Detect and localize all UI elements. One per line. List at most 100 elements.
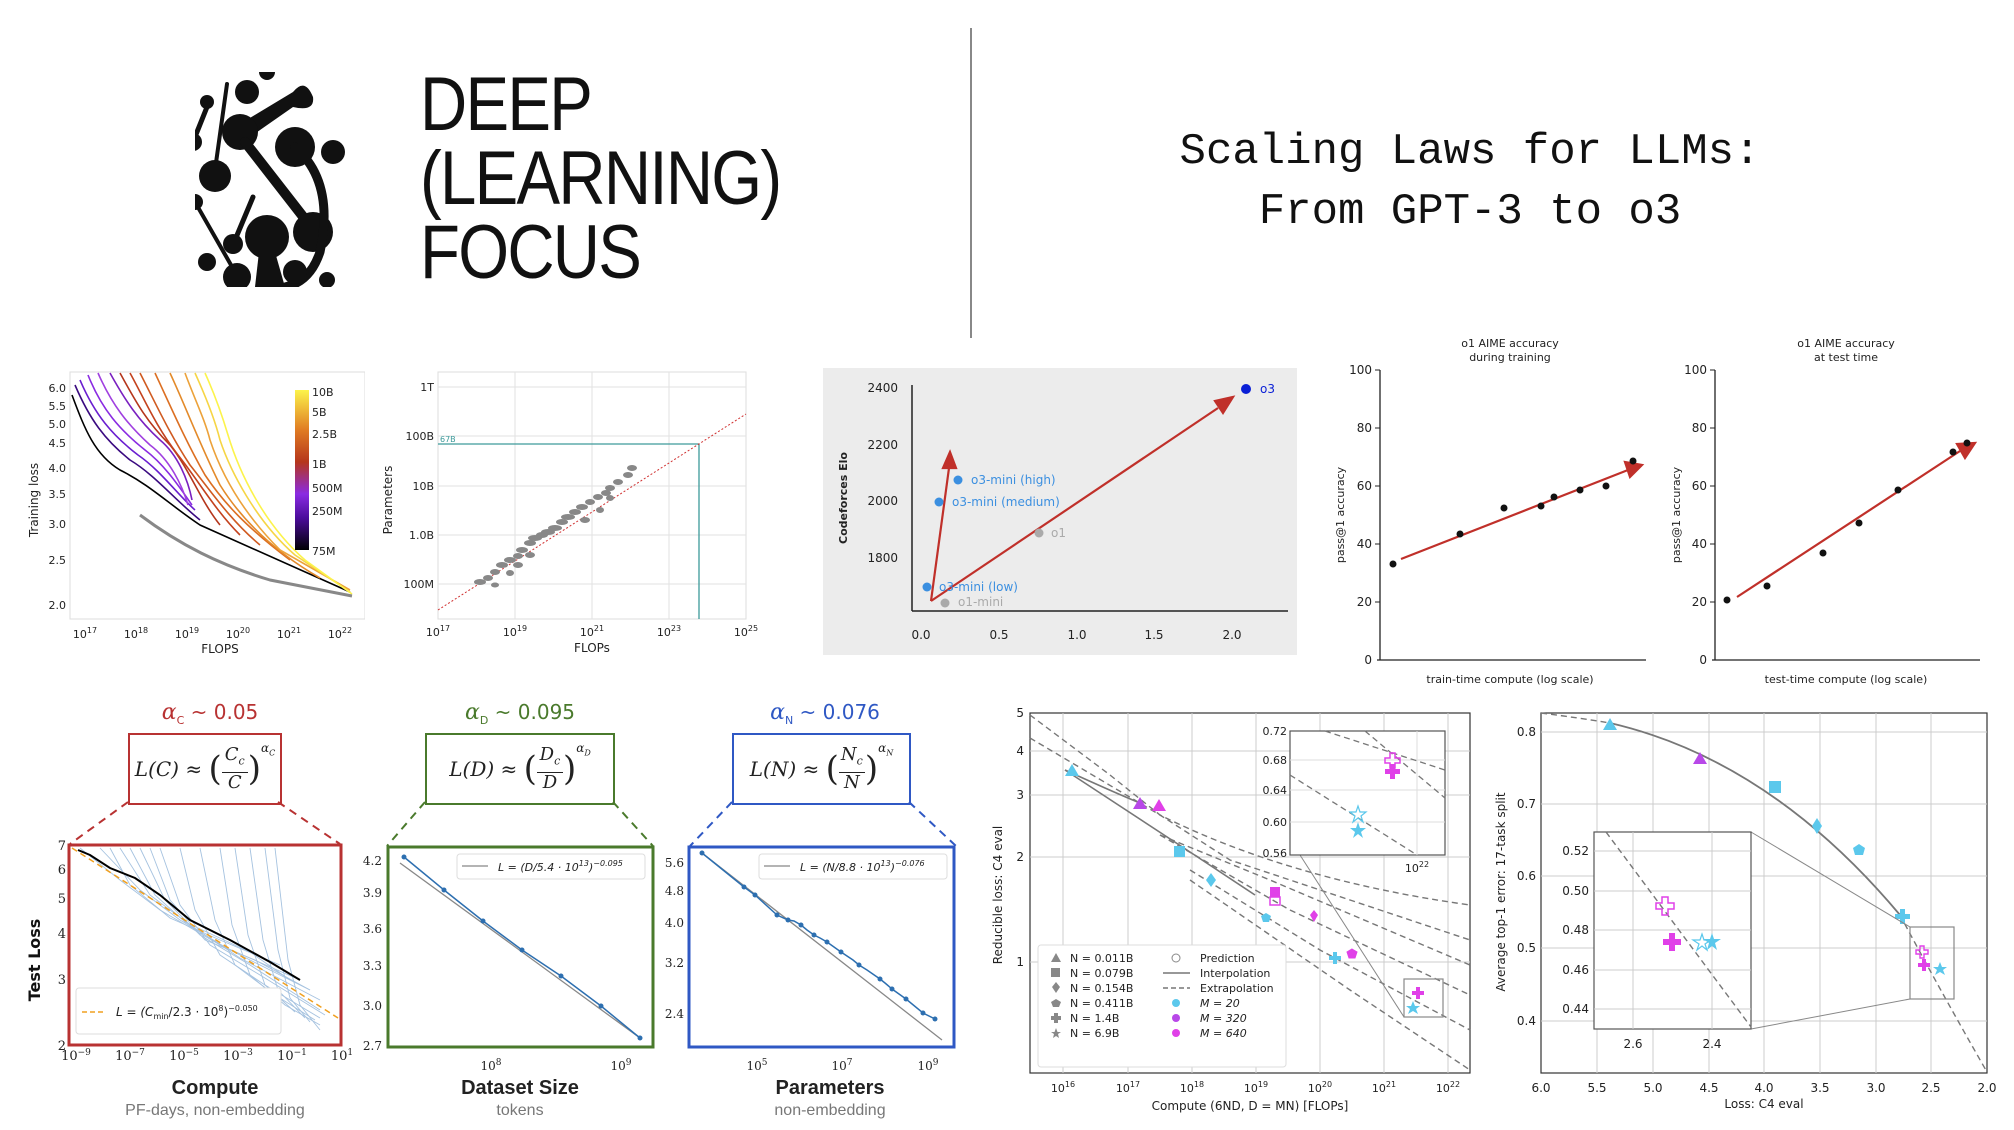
caption-params: Parameters [775, 1077, 885, 1099]
svg-text:105: 105 [746, 1058, 767, 1073]
inset-y-tick: 0.56 [1263, 847, 1288, 860]
legend-item: M = 20 [1200, 997, 1240, 1010]
inset-y-tick: 0.44 [1562, 1002, 1589, 1016]
inset-y-tick: 0.52 [1562, 844, 1589, 858]
y-axis-label: Test Loss [25, 919, 44, 1002]
y-tick: 3.5 [49, 488, 67, 501]
y-tick: 2 [1016, 850, 1024, 864]
inset-y-tick: 0.68 [1263, 754, 1288, 767]
y-tick: 100 [1684, 363, 1707, 377]
y-axis-label: Reducible loss: C4 eval [991, 826, 1005, 965]
point-label-o1-mini: o1-mini [958, 595, 1003, 609]
legend-item: N = 1.4B [1070, 1012, 1119, 1025]
page-title: Scaling Laws for LLMs: From GPT-3 to o3 [1060, 122, 1880, 242]
y-tick: 0 [1699, 653, 1707, 667]
y-tick: 4.8 [665, 884, 684, 898]
svg-text:1019: 1019 [503, 624, 527, 639]
point-label-o3-mini-low: o3-mini (low) [939, 580, 1018, 594]
y-tick: 20 [1357, 595, 1372, 609]
header-divider [970, 28, 972, 338]
chart-reducible-loss: 0.72 0.68 0.64 0.60 0.56 1022 N = 0.011B… [990, 700, 1490, 1120]
x-tick: 6.0 [1531, 1081, 1550, 1095]
svg-text:1019: 1019 [1244, 1080, 1268, 1095]
y-tick: 4.0 [49, 462, 67, 475]
legend-params: L = (N/8.8 · 1013)−0.076 [800, 859, 925, 874]
y-tick: 4.5 [49, 437, 67, 450]
colorbar-label-1b: 1B [312, 458, 327, 471]
svg-text:1020: 1020 [1308, 1080, 1332, 1095]
alpha-params-label: αN ~ 0.076 [770, 700, 880, 727]
y-tick: 2200 [867, 438, 898, 452]
chart-test-loss-compute: L = (Cmin/2.3 · 108)−0.050 7 6 5 4 3 2 1… [20, 840, 360, 1130]
chart-codeforces-elo: 2400 2200 2000 1800 0.0 0.5 1.0 1.5 2.0 … [823, 368, 1297, 655]
logo-line-3: FOCUS [420, 210, 642, 295]
svg-text:1021: 1021 [580, 624, 604, 639]
formula-compute: L(C) ≈ (Cc C) αC [128, 733, 282, 805]
legend-item: M = 640 [1200, 1027, 1247, 1040]
y-tick: 0.5 [1517, 941, 1536, 955]
svg-text:1018: 1018 [124, 626, 148, 641]
y-tick: 4 [1016, 744, 1024, 758]
y-tick: 3.3 [363, 959, 382, 973]
x-tick: 5.5 [1587, 1081, 1606, 1095]
caption-compute: Compute [171, 1077, 259, 1099]
x-tick: 2.0 [1222, 628, 1241, 642]
logo-line-2: (LEARNING) [420, 136, 782, 221]
inset-y-tick: 0.64 [1263, 784, 1288, 797]
annotation-67b: 67B [440, 435, 456, 444]
y-tick: 0.8 [1517, 725, 1536, 739]
y-tick: 1800 [867, 551, 898, 565]
y-tick: 3 [58, 973, 66, 988]
y-tick: 0.4 [1517, 1014, 1536, 1028]
y-tick: 7 [58, 840, 66, 854]
y-tick: 2 [58, 1039, 66, 1054]
y-axis-label: pass@1 accuracy [1334, 466, 1347, 563]
chart-training-loss: 10B 5B 2.5B 1B 500M 250M 75M 6.0 5.5 5.0… [20, 360, 365, 660]
y-tick: 0 [1364, 653, 1372, 667]
logo-network-icon [184, 64, 345, 292]
x-tick: 3.0 [1866, 1081, 1885, 1095]
svg-text:1016: 1016 [1051, 1080, 1075, 1095]
y-tick: 4 [58, 927, 66, 942]
x-tick: 2.0 [1977, 1081, 1996, 1095]
x-tick: 1.0 [1067, 628, 1086, 642]
zoom-connector-compute [69, 801, 341, 845]
y-axis-label: Codeforces Elo [837, 452, 850, 544]
colorbar-label-2-5b: 2.5B [312, 428, 337, 441]
colorbar-label-10b: 10B [312, 386, 334, 399]
x-tick: 2.5 [1921, 1081, 1940, 1095]
legend-item: N = 0.079B [1070, 967, 1133, 980]
y-tick: 80 [1692, 421, 1707, 435]
y-tick: 0.6 [1517, 869, 1536, 883]
y-tick: 0.7 [1517, 797, 1536, 811]
legend-item: N = 0.011B [1070, 952, 1133, 965]
svg-text:109: 109 [610, 1058, 631, 1073]
params-x-ticks: 105 107 109 [746, 1058, 938, 1073]
formula-data: L(D) ≈ (Dc D) αD [425, 733, 615, 805]
y-tick: 1.0B [409, 529, 434, 542]
y-tick: 2400 [867, 381, 898, 395]
svg-text:1022: 1022 [328, 626, 352, 641]
zoom-connector-data [386, 801, 654, 847]
y-tick: 40 [1692, 537, 1707, 551]
y-axis-label: pass@1 accuracy [1670, 466, 1683, 563]
title-line-2: From GPT-3 to o3 [1258, 187, 1682, 237]
zoom-connector-params [689, 801, 957, 847]
inset-y-tick: 0.60 [1263, 816, 1288, 829]
caption-data: Dataset Size [461, 1077, 579, 1099]
chart-top1-error: 0.52 0.50 0.48 0.46 0.44 2.6 2.4 0.8 0.7… [1490, 700, 2014, 1120]
chart-test-loss-data: L = (D/5.4 · 1013)−0.095 4.2 3.9 3.6 3.3… [350, 845, 680, 1055]
chart-title-line-1: o1 AIME accuracy [1797, 337, 1895, 350]
y-tick: 80 [1357, 421, 1372, 435]
y-tick: 3.0 [363, 999, 382, 1013]
y-tick: 2.7 [363, 1039, 382, 1053]
logo-line-1: DEEP [420, 62, 593, 147]
logo [184, 64, 410, 292]
y-tick: 10B [412, 480, 434, 493]
colorbar-label-5b: 5B [312, 406, 327, 419]
y-axis-label: Average top-1 error: 17-task split [1494, 792, 1508, 991]
y-tick: 60 [1357, 479, 1372, 493]
y-axis-label: Training loss [27, 463, 41, 538]
inset-y-tick: 0.50 [1562, 884, 1589, 898]
svg-text:10−9: 10−9 [61, 1048, 91, 1064]
